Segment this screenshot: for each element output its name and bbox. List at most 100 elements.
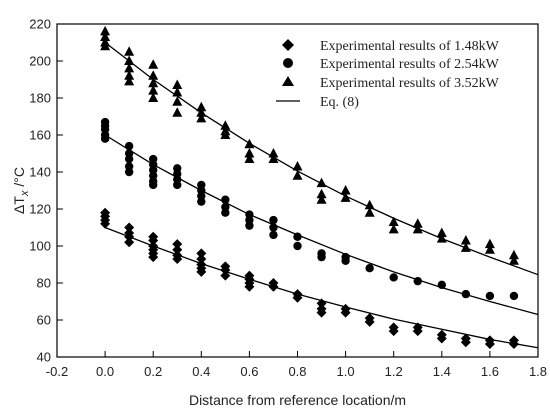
point-2.54kw <box>437 280 446 290</box>
point-1.48kw <box>316 298 327 309</box>
point-3.52kw <box>364 207 375 217</box>
x-axis-title: Distance from reference location/m <box>189 392 406 408</box>
x-tick-label: 0.6 <box>240 364 258 379</box>
point-3.52kw <box>436 227 447 238</box>
point-2.54kw <box>124 141 134 151</box>
point-1.48kw <box>172 244 183 255</box>
point-1.48kw <box>220 265 231 276</box>
point-1.48kw <box>412 326 423 337</box>
point-2.54kw <box>269 230 278 240</box>
point-3.52kw <box>244 153 255 164</box>
point-3.52kw <box>364 199 375 210</box>
point-3.52kw <box>148 85 159 95</box>
point-3.52kw <box>292 170 303 180</box>
x-tick-label: 0.0 <box>96 364 114 379</box>
point-1.48kw <box>148 252 159 263</box>
legend-label-1.48kw: Experimental results of 1.48kW <box>320 39 500 54</box>
point-3.52kw <box>340 192 351 202</box>
point-1.48kw <box>292 292 303 303</box>
point-1.48kw <box>148 235 159 246</box>
point-1.48kw <box>124 237 135 248</box>
point-3.52kw <box>412 223 423 234</box>
legend-label-3.52kw: Experimental results of 3.52kW <box>320 76 500 91</box>
legend-circle-marker <box>283 58 293 68</box>
legend-item-1.48kw: Experimental results of 1.48kW <box>282 39 500 54</box>
point-3.52kw <box>244 148 255 158</box>
legend: Experimental results of 1.48kW Experimen… <box>276 39 500 110</box>
point-1.48kw <box>388 326 399 337</box>
point-2.54kw <box>269 215 278 225</box>
point-3.52kw <box>316 188 327 199</box>
eq8-curve <box>104 134 539 316</box>
y-axis-title-main: ΔT <box>11 196 27 214</box>
point-2.54kw <box>221 195 230 204</box>
legend-label-eq8: Eq. (8) <box>320 95 359 110</box>
legend-item-3.52kw: Experimental results of 3.52kW <box>282 76 500 91</box>
point-3.52kw <box>124 70 135 80</box>
point-3.52kw <box>148 59 159 69</box>
x-tick-label: 0.8 <box>288 364 306 379</box>
y-tick-label: 60 <box>37 313 51 328</box>
point-2.54kw <box>317 252 326 262</box>
plot-area-frame <box>56 23 539 358</box>
point-3.52kw <box>148 77 159 88</box>
point-2.54kw <box>197 197 206 206</box>
point-3.52kw <box>388 223 399 234</box>
point-2.54kw <box>365 264 374 273</box>
point-1.48kw <box>460 337 471 348</box>
point-2.54kw <box>293 241 302 251</box>
x-tick-label: -0.2 <box>46 364 68 379</box>
point-3.52kw <box>196 101 207 112</box>
point-1.48kw <box>124 222 135 233</box>
point-2.54kw <box>173 180 182 190</box>
y-tick-label: 200 <box>29 54 51 69</box>
point-3.52kw <box>172 107 183 117</box>
legend-triangle-marker <box>282 76 294 86</box>
point-3.52kw <box>100 31 111 41</box>
y-axis-title-sub: x <box>19 190 31 197</box>
point-3.52kw <box>460 234 471 245</box>
point-1.48kw <box>172 239 183 250</box>
point-3.52kw <box>148 70 159 80</box>
point-1.48kw <box>484 339 495 350</box>
point-1.48kw <box>196 253 207 264</box>
point-2.54kw <box>100 134 110 143</box>
point-2.54kw <box>485 291 495 301</box>
data-points <box>100 25 519 350</box>
point-3.52kw <box>148 92 159 102</box>
point-3.52kw <box>124 62 135 73</box>
point-3.52kw <box>316 194 327 204</box>
y-axis-ticks: 40 60 80 100 120 140 160 180 200 220 <box>29 17 63 365</box>
y-tick-label: 160 <box>29 128 51 143</box>
legend-label-2.54kw: Experimental results of 2.54kW <box>320 57 500 72</box>
point-3.52kw <box>172 86 183 97</box>
point-2.54kw <box>509 291 519 301</box>
y-tick-label: 80 <box>37 276 51 291</box>
point-2.54kw <box>389 273 398 282</box>
x-tick-label: 1.4 <box>433 364 451 379</box>
x-tick-label: 1.6 <box>481 364 499 379</box>
point-3.52kw <box>460 242 471 252</box>
point-2.54kw <box>149 180 158 190</box>
point-3.52kw <box>484 238 495 249</box>
point-1.48kw <box>100 218 111 229</box>
point-3.52kw <box>340 185 351 195</box>
legend-diamond-marker <box>282 39 294 51</box>
y-tick-label: 140 <box>29 165 51 180</box>
point-3.52kw <box>172 79 183 90</box>
point-2.54kw <box>124 154 134 164</box>
point-3.52kw <box>220 120 231 130</box>
point-3.52kw <box>220 129 231 139</box>
point-1.48kw <box>340 307 351 318</box>
point-1.48kw <box>508 339 519 350</box>
point-3.52kw <box>268 148 279 158</box>
point-2.54kw <box>245 221 254 230</box>
point-1.48kw <box>268 281 279 292</box>
point-3.52kw <box>244 138 255 149</box>
point-1.48kw <box>244 281 255 292</box>
point-3.52kw <box>484 244 495 254</box>
point-1.48kw <box>124 231 135 242</box>
point-3.52kw <box>196 107 207 117</box>
point-1.48kw <box>364 316 375 327</box>
point-3.52kw <box>100 40 111 51</box>
